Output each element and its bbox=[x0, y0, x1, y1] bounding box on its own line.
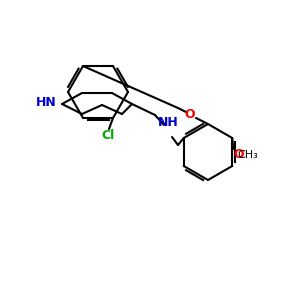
Text: O: O bbox=[233, 148, 244, 161]
Text: CH₃: CH₃ bbox=[238, 150, 259, 160]
Text: O: O bbox=[185, 107, 195, 121]
Text: HN: HN bbox=[36, 95, 56, 109]
Text: Cl: Cl bbox=[101, 130, 115, 142]
Text: NH: NH bbox=[158, 116, 178, 128]
